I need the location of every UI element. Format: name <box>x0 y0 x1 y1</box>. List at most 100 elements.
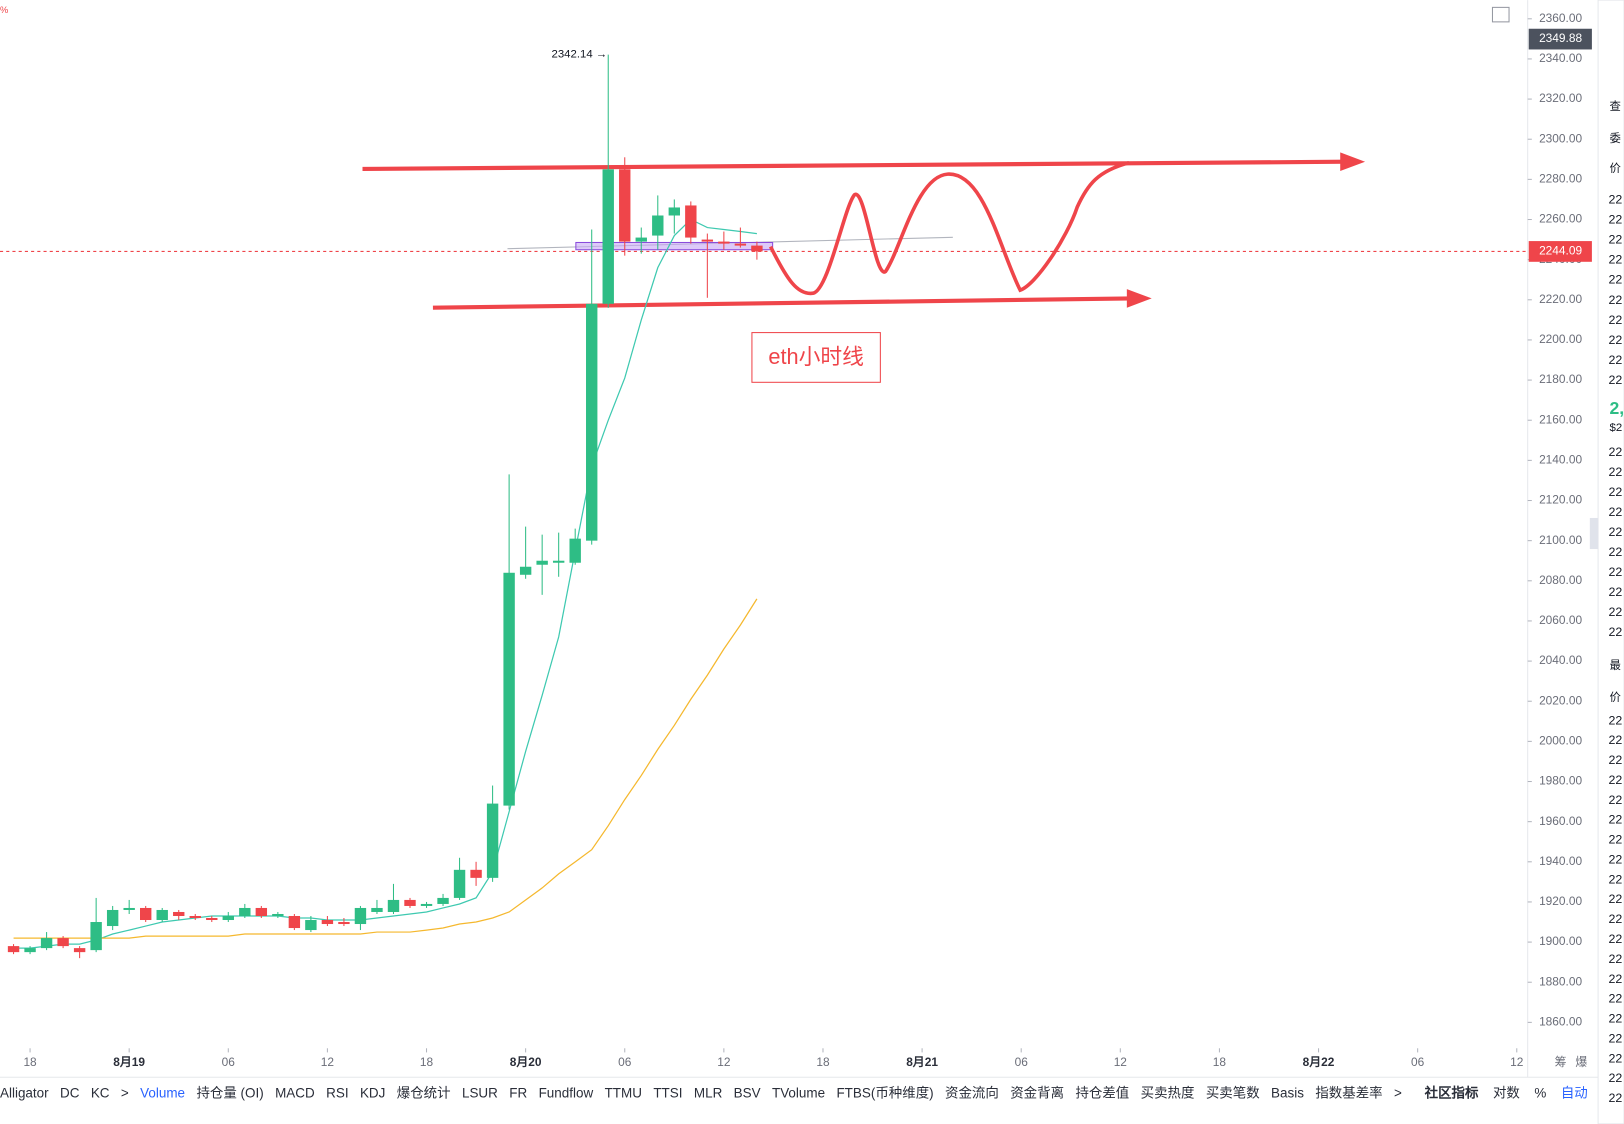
candle-body <box>486 803 499 878</box>
panel-price: 22 <box>1608 465 1622 479</box>
toolbar-item[interactable]: MLR <box>694 1085 723 1100</box>
candle-body <box>701 239 714 242</box>
candle-body <box>569 538 581 563</box>
x-tick-label: 8月19 <box>113 1055 145 1069</box>
toolbar-item[interactable]: LSUR <box>462 1085 498 1100</box>
panel-label: 查 <box>1610 99 1621 113</box>
candle-body <box>536 560 548 565</box>
toolbar-item[interactable]: TTMU <box>605 1085 642 1100</box>
panel-price: 22 <box>1608 813 1622 827</box>
panel-price: 22 <box>1608 1012 1622 1026</box>
x-tick-label: 18 <box>420 1055 434 1069</box>
panel-price: 22 <box>1608 273 1622 287</box>
panel-price: 22 <box>1608 1051 1622 1065</box>
candle-body <box>7 946 20 953</box>
candle-body <box>552 560 565 563</box>
y-tick-label: 2060.00 <box>1539 613 1582 627</box>
toolbar-item[interactable]: 爆仓统计 <box>397 1085 451 1100</box>
toolbar-option[interactable]: % <box>1534 1085 1546 1100</box>
toolbar-item[interactable]: Basis <box>1271 1085 1304 1100</box>
moving-average <box>13 598 758 939</box>
candle-body <box>734 243 747 246</box>
panel-price: 22 <box>1608 313 1622 327</box>
panel-price: 22 <box>1608 912 1622 926</box>
toolbar-item[interactable]: BSV <box>734 1085 761 1100</box>
x-tick-label: 06 <box>1411 1055 1425 1069</box>
candle-body <box>420 903 433 906</box>
toolbar-item[interactable]: MACD <box>275 1085 315 1100</box>
y-tick-label: 2040.00 <box>1539 653 1582 667</box>
candle-body <box>40 938 53 949</box>
cursor-price-label: 2349.88 <box>1539 31 1582 45</box>
annotation: eth小时线 <box>768 344 864 369</box>
panel-price: 22 <box>1608 333 1622 347</box>
candle-body <box>239 907 251 916</box>
y-tick-label: 2100.00 <box>1539 533 1582 547</box>
panel-price: 22 <box>1608 525 1622 539</box>
candle-body <box>272 913 284 916</box>
toolbar-item[interactable]: DC <box>60 1085 80 1100</box>
y-tick-label: 1900.00 <box>1539 934 1582 948</box>
y-tick-label: 2020.00 <box>1539 693 1582 707</box>
x-tick-label: 18 <box>23 1055 37 1069</box>
candle-body <box>602 169 614 304</box>
candle-body <box>453 869 466 898</box>
panel-price: 22 <box>1608 852 1622 866</box>
toolbar-option[interactable]: 自动 <box>1561 1085 1588 1100</box>
drawings: eth小时线 <box>362 152 1366 383</box>
toolbar-item[interactable]: FR <box>509 1085 527 1100</box>
moving-average <box>13 218 757 949</box>
toolbar-item[interactable]: RSI <box>326 1085 348 1100</box>
panel-price: 22 <box>1608 952 1622 966</box>
panel-price: 22 <box>1608 192 1622 206</box>
candle-body <box>173 911 185 916</box>
toolbar-item[interactable]: 资金流向 <box>945 1085 999 1100</box>
panel-price: 22 <box>1608 892 1622 906</box>
y-tick-label: 1880.00 <box>1539 974 1582 988</box>
toolbar-item[interactable]: 资金背离 <box>1010 1084 1064 1100</box>
x-tick-label: 12 <box>1510 1055 1524 1069</box>
toolbar-item[interactable]: FTBS(币种维度) <box>836 1085 933 1100</box>
toolbar-item[interactable]: TVolume <box>772 1085 825 1100</box>
x-tick-label: 12 <box>1114 1055 1128 1069</box>
toolbar-option[interactable]: 社区指标 <box>1424 1084 1479 1100</box>
panel-handle[interactable] <box>1589 517 1599 550</box>
candle-body <box>751 245 763 252</box>
toolbar-item[interactable]: 持仓量 (OI) <box>196 1085 263 1100</box>
toolbar-item[interactable]: 持仓差值 <box>1075 1085 1129 1100</box>
toolbar-item[interactable]: KC <box>91 1085 110 1100</box>
toolbar-item[interactable]: 买卖热度 <box>1141 1085 1195 1100</box>
toolbar-item[interactable]: TTSI <box>653 1085 682 1100</box>
side-panel <box>1597 0 1624 1124</box>
toolbar-item[interactable]: Alligator <box>0 1085 49 1100</box>
panel-price: 22 <box>1608 833 1622 847</box>
panel-price: 22 <box>1608 445 1622 459</box>
y-tick-label: 1860.00 <box>1539 1015 1582 1029</box>
toolbar-option[interactable]: 对数 <box>1493 1085 1520 1100</box>
toolbar-item[interactable]: 买卖笔数 <box>1206 1085 1260 1100</box>
y-tick-label: 1920.00 <box>1539 894 1582 908</box>
x-tick-label: 8月20 <box>510 1055 542 1069</box>
panel-price: 22 <box>1608 733 1622 747</box>
y-tick-label: 2140.00 <box>1539 453 1582 467</box>
candle-body <box>255 907 268 916</box>
candle-body <box>222 915 234 921</box>
lower-arrow <box>432 296 1132 310</box>
axis-extra: 爆 <box>1575 1055 1587 1069</box>
y-tick-label: 1940.00 <box>1539 854 1582 868</box>
toolbar-item[interactable]: > <box>121 1085 129 1100</box>
y-tick-label: 2160.00 <box>1539 412 1582 426</box>
candle-body <box>90 922 102 951</box>
x-tick-label: 8月22 <box>1303 1055 1335 1069</box>
toolbar-item[interactable]: Fundflow <box>539 1085 594 1100</box>
toolbar-item[interactable]: > <box>1394 1085 1402 1100</box>
toolbar-item[interactable]: KDJ <box>360 1085 385 1100</box>
toolbar-item[interactable]: Volume <box>140 1085 185 1100</box>
panel-price: 22 <box>1608 253 1622 267</box>
toolbar-item[interactable]: 指数基差率 <box>1315 1084 1382 1100</box>
fullscreen-button[interactable] <box>1491 6 1510 23</box>
x-tick-label: 06 <box>222 1055 236 1069</box>
y-tick-label: 2120.00 <box>1539 493 1582 507</box>
y-tick-label: 2000.00 <box>1539 734 1582 748</box>
